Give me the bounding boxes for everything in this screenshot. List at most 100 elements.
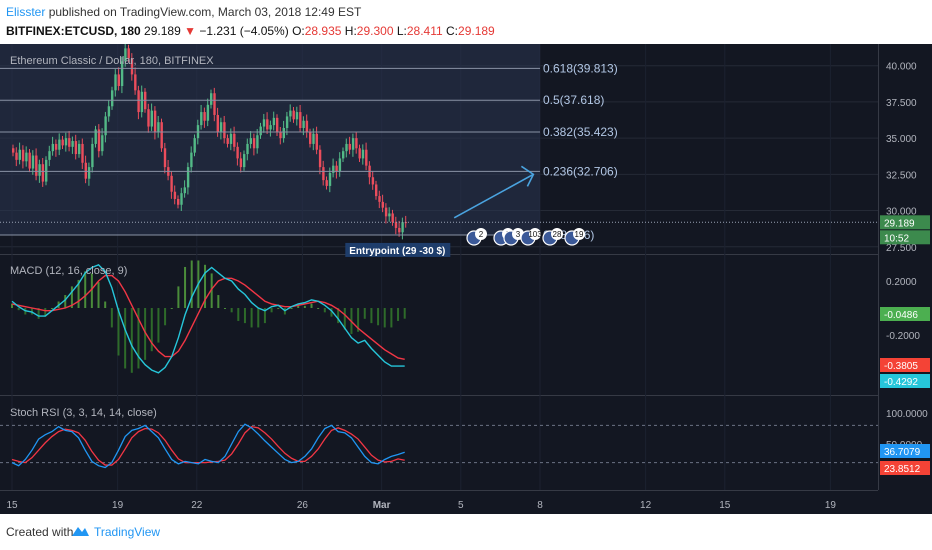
candle-body xyxy=(35,155,38,176)
last-price-badge: 29.189 xyxy=(884,218,915,229)
candle-body xyxy=(124,48,127,62)
time-tick-label: 8 xyxy=(537,500,543,511)
candle-body xyxy=(186,167,190,188)
projection-arrow xyxy=(453,173,534,219)
candle-body xyxy=(345,143,348,152)
macd-histogram-bar xyxy=(150,308,153,352)
macd-histogram-bar xyxy=(243,308,246,324)
candle-body xyxy=(64,138,68,146)
candle-body xyxy=(180,193,183,205)
candle-body xyxy=(289,110,292,117)
candle-body xyxy=(18,149,21,160)
candle-body xyxy=(305,120,309,133)
candle-body xyxy=(358,148,361,159)
candle-body xyxy=(183,187,186,194)
macd-series xyxy=(11,260,406,374)
fib-retracement-area xyxy=(0,44,540,235)
candle-body xyxy=(355,138,358,149)
candle-body xyxy=(127,48,130,59)
candle-body xyxy=(391,213,394,223)
candle-body xyxy=(371,177,375,185)
time-tick-label: 12 xyxy=(640,500,652,511)
macd-value-badge-bg xyxy=(880,374,930,388)
rsi-pane-title: Stoch RSI (3, 3, 14, 14, close) xyxy=(10,407,157,419)
candle-body xyxy=(259,126,262,136)
tradingview-logo-icon xyxy=(72,527,89,536)
candle-body xyxy=(48,151,51,160)
candle-body xyxy=(173,191,177,199)
event-count: 103 xyxy=(528,230,542,239)
time-tick-label: 22 xyxy=(191,500,203,511)
fib-level-label: 0.618(39.813) xyxy=(543,61,618,75)
candle-body xyxy=(213,93,216,115)
macd-histogram-bar xyxy=(317,308,320,309)
symbol-label: BITFINEX:ETCUSD, 180 xyxy=(6,24,141,38)
candle-body xyxy=(94,129,97,144)
candle-body xyxy=(170,175,173,192)
candle-body xyxy=(384,207,388,217)
macd-value-badge: -0.0486 xyxy=(884,310,918,321)
candle-body xyxy=(223,122,226,139)
open-value: 28.935 xyxy=(304,24,342,38)
candle-body xyxy=(276,117,279,133)
candle-body xyxy=(351,138,355,150)
candle-body xyxy=(15,152,18,160)
fib-level-label: 0.382(35.423) xyxy=(543,125,618,139)
macd-tick-label: 0.2000 xyxy=(886,277,917,288)
candle-body xyxy=(252,138,256,149)
macd-histogram-bar xyxy=(84,271,87,308)
chart-area[interactable]: 0.618(39.813) 0.5(37.618) 0.382(35.423) 0.2… xyxy=(0,44,932,514)
macd-histogram-bar xyxy=(277,308,280,309)
candle-body xyxy=(378,196,381,202)
author-link[interactable]: Elisster xyxy=(6,5,46,19)
candle-body xyxy=(58,139,61,150)
candle-body xyxy=(361,149,365,159)
candle-body xyxy=(266,119,269,130)
macd-histogram-bar xyxy=(124,308,127,369)
macd-histogram-bar xyxy=(90,273,93,308)
candle-body xyxy=(210,93,213,105)
candle-body xyxy=(51,143,54,152)
macd-pane-title: MACD (12, 16, close, 9) xyxy=(10,265,127,277)
candle-body xyxy=(81,143,84,163)
candle-body xyxy=(236,146,239,159)
bar-timer-badge-bg xyxy=(880,230,930,245)
candle-body xyxy=(104,116,107,136)
candle-body xyxy=(157,122,160,133)
price-tick-label: 35.000 xyxy=(886,134,917,145)
candle-body xyxy=(233,133,236,147)
macd-histogram-bar xyxy=(343,308,346,330)
candle-body xyxy=(338,158,342,172)
candle-body xyxy=(163,148,167,168)
candle-body xyxy=(295,112,299,120)
macd-histogram-bar xyxy=(184,266,187,308)
candle-body xyxy=(203,112,206,121)
published-text: published on TradingView.com, March 03, … xyxy=(48,5,362,19)
publish-header: Elisster published on TradingView.com, M… xyxy=(0,0,932,44)
candle-body xyxy=(365,149,368,166)
macd-histogram-bar xyxy=(363,308,366,319)
macd-value-badge: -0.4292 xyxy=(884,377,918,388)
macd-value-badge-bg xyxy=(880,307,930,321)
chart-canvas[interactable]: 0.618(39.813) 0.5(37.618) 0.382(35.423) 0.2… xyxy=(0,44,932,514)
macd-histogram-bar xyxy=(104,301,107,308)
candle-body xyxy=(91,143,94,168)
candle-body xyxy=(21,149,25,162)
candle-body xyxy=(375,184,378,197)
candle-body xyxy=(322,167,325,181)
candle-body xyxy=(41,164,45,182)
macd-histogram-bar xyxy=(303,305,306,308)
macd-value-badge-bg xyxy=(880,358,930,372)
candle-body xyxy=(206,104,210,121)
candle-body xyxy=(45,159,48,182)
candle-body xyxy=(177,198,180,205)
candle-body xyxy=(381,201,384,208)
stoch-rsi-k-line xyxy=(11,423,405,469)
macd-histogram-bar xyxy=(117,308,120,356)
macd-histogram-bar xyxy=(30,308,33,315)
candle-body xyxy=(328,172,332,186)
candle-body xyxy=(219,122,223,133)
macd-histogram-bar xyxy=(377,308,380,326)
candle-body xyxy=(28,152,31,169)
candle-body xyxy=(78,143,81,155)
